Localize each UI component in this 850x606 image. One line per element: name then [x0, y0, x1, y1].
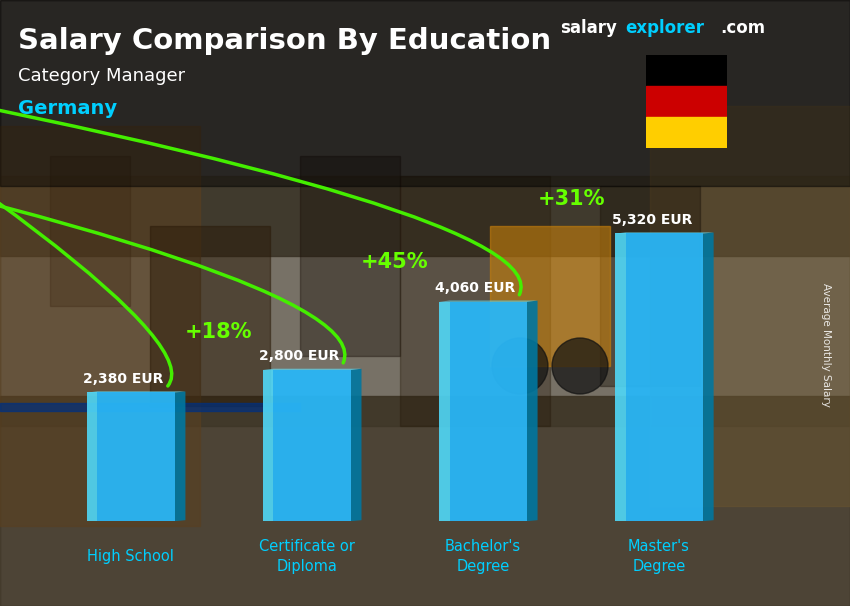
Polygon shape: [175, 391, 185, 521]
Text: +31%: +31%: [537, 190, 604, 210]
Bar: [50, 156, 130, 306]
Bar: [150, 226, 270, 406]
Bar: [87, 393, 98, 521]
Bar: [439, 302, 450, 521]
Text: High School: High School: [88, 549, 174, 564]
Bar: [0, 0, 850, 186]
Bar: [0, 396, 850, 606]
Text: 4,060 EUR: 4,060 EUR: [435, 281, 516, 295]
Bar: [0, 176, 850, 426]
Polygon shape: [351, 369, 361, 521]
Polygon shape: [703, 233, 714, 521]
Text: +18%: +18%: [185, 322, 252, 342]
Bar: [600, 186, 700, 386]
Text: Salary Comparison By Education: Salary Comparison By Education: [18, 27, 551, 55]
Bar: [98, 393, 175, 521]
Text: Master's
Degree: Master's Degree: [628, 539, 690, 574]
Bar: [646, 55, 727, 86]
Bar: [300, 156, 400, 356]
Circle shape: [492, 338, 548, 394]
Polygon shape: [87, 391, 185, 393]
Text: 5,320 EUR: 5,320 EUR: [611, 213, 692, 227]
Polygon shape: [527, 301, 537, 521]
Text: explorer: explorer: [625, 19, 704, 37]
Bar: [626, 233, 703, 521]
Circle shape: [552, 338, 608, 394]
Text: Average Monthly Salary: Average Monthly Salary: [821, 284, 831, 407]
Text: Certificate or
Diploma: Certificate or Diploma: [259, 539, 354, 574]
Text: Germany: Germany: [18, 99, 117, 118]
Text: 2,800 EUR: 2,800 EUR: [259, 349, 340, 363]
Bar: [490, 226, 610, 366]
Bar: [263, 370, 274, 521]
Text: Category Manager: Category Manager: [18, 67, 185, 85]
Bar: [400, 176, 550, 426]
Bar: [650, 106, 850, 506]
Bar: [615, 233, 626, 521]
Bar: [646, 86, 727, 117]
Text: 2,380 EUR: 2,380 EUR: [83, 372, 164, 386]
Bar: [0, 0, 850, 256]
Bar: [450, 302, 527, 521]
Bar: [0, 126, 200, 526]
Text: salary: salary: [560, 19, 617, 37]
Polygon shape: [439, 301, 537, 302]
Text: +45%: +45%: [361, 251, 428, 271]
Polygon shape: [263, 369, 361, 370]
Bar: [646, 117, 727, 148]
Text: .com: .com: [720, 19, 765, 37]
Bar: [0, 403, 300, 411]
Text: Bachelor's
Degree: Bachelor's Degree: [445, 539, 521, 574]
Bar: [274, 370, 351, 521]
